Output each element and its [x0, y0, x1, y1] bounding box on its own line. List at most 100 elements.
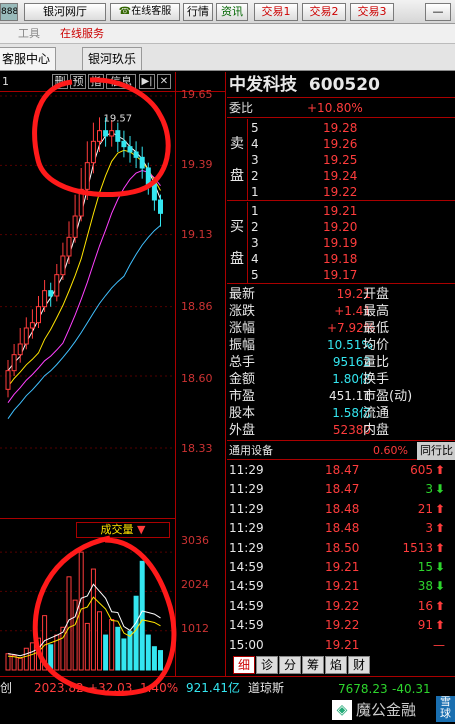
- chart-left-label: 1: [2, 75, 9, 88]
- stat-row: 市盈 451.11 市盈(动): [227, 388, 455, 405]
- news-button[interactable]: 资讯: [216, 3, 248, 21]
- service-icon: ☎: [118, 6, 132, 17]
- trade-row: 14:59 19.21 15 ⬇: [227, 558, 455, 577]
- detail-tab[interactable]: 焰: [325, 656, 347, 674]
- index-change: +32.03: [88, 681, 133, 695]
- order-level: 3: [251, 153, 259, 167]
- detail-tab[interactable]: 财: [348, 656, 370, 674]
- stat-value: 19.21: [336, 287, 371, 301]
- tab-service-center[interactable]: 客服中心: [0, 47, 56, 70]
- candle-body: [127, 146, 133, 153]
- ma-line: [7, 225, 161, 419]
- trade1-button[interactable]: 交易1: [254, 3, 298, 21]
- tab-galaxy-leisure[interactable]: 银河玖乐: [82, 47, 142, 70]
- candle-body: [66, 236, 72, 257]
- snowball-logo: 雪球: [436, 696, 455, 722]
- trade2-button[interactable]: 交易2: [302, 3, 346, 21]
- stat-row: 金额 1.80亿 换手: [227, 371, 455, 388]
- order-price: 19.22: [323, 185, 358, 199]
- order-row: 4 19.18: [227, 251, 455, 267]
- order-level: 1: [251, 204, 259, 218]
- volume-bar: [78, 551, 84, 671]
- price-tick: 19.65: [181, 88, 213, 101]
- toolbar: 888 银河网厅 ☎在线客服 行情 资讯 交易1 交易2 交易3 —: [0, 0, 455, 24]
- order-price: 19.18: [323, 252, 358, 266]
- volume-bar: [115, 626, 121, 671]
- detail-tab[interactable]: 细: [233, 656, 255, 674]
- stat-label: 市盈: [229, 389, 256, 404]
- sell-label-1: 卖: [230, 136, 244, 152]
- watermark-icon: ◈: [332, 700, 352, 720]
- trade-row: 14:59 19.21 38 ⬇: [227, 577, 455, 596]
- price-tick: 18.60: [181, 372, 213, 385]
- detail-tabs: 细诊分筹焰财: [233, 656, 453, 676]
- stat-value: +1.41: [334, 304, 371, 318]
- candle-body: [48, 290, 54, 297]
- price-tick: 18.33: [181, 442, 213, 455]
- order-price: 19.20: [323, 220, 358, 234]
- menu-tools[interactable]: 工具: [18, 27, 40, 40]
- order-level: 1: [251, 185, 259, 199]
- trade-row: 11:29 18.48 21 ⬆: [227, 500, 455, 519]
- trade-row: 11:29 18.48 3 ⬆: [227, 519, 455, 538]
- industry-label: 通用设备: [229, 444, 273, 457]
- trade-price: 18.50: [325, 540, 360, 555]
- index-name: 创: [0, 681, 13, 695]
- online-service-button[interactable]: ☎在线客服: [110, 3, 180, 21]
- peer-compare-button[interactable]: 同行比: [417, 442, 455, 460]
- candle-body: [139, 156, 145, 169]
- stat-right-label: 流通: [363, 406, 390, 421]
- trade-time: 14:59: [229, 560, 264, 574]
- stat-label: 金额: [229, 372, 256, 387]
- candle-body: [60, 255, 66, 276]
- detail-tab[interactable]: 筹: [302, 656, 324, 674]
- ma-line: [7, 149, 161, 387]
- indicator-button[interactable]: 指: [88, 74, 104, 89]
- quote-button[interactable]: 行情: [183, 3, 213, 21]
- arrow-up-icon: ⬆: [435, 618, 446, 633]
- index-amount: 921.41亿: [186, 681, 240, 695]
- stat-row: 涨跌 +1.41 最高: [227, 303, 455, 320]
- stat-right-label: 最低: [363, 321, 390, 336]
- preview-button[interactable]: 预: [70, 74, 86, 89]
- volume-selector[interactable]: 成交量 ▼: [76, 522, 170, 538]
- bank-button[interactable]: 银河网厅: [24, 3, 106, 21]
- info-button[interactable]: 信息: [106, 74, 136, 89]
- stat-row: 外盘 52380 内盘: [227, 422, 455, 439]
- order-level: 4: [251, 137, 259, 151]
- order-row: 4 19.26: [227, 136, 455, 152]
- minimize-button[interactable]: —: [425, 3, 451, 21]
- kline-chart-panel[interactable]: 1 删 预 指 信息 ▶| ✕ 19.57 19.65 19.39 19.13 …: [0, 72, 226, 676]
- order-row: 2 19.24: [227, 168, 455, 184]
- account-tag: 888: [0, 3, 18, 21]
- candle-body: [90, 140, 96, 164]
- dow-label: 道琼斯: [248, 681, 285, 695]
- industry-pct: 0.60%: [373, 444, 408, 457]
- next-icon[interactable]: ▶|: [139, 74, 155, 89]
- order-price: 19.17: [323, 268, 358, 282]
- stat-row: 股本 1.58亿 流通: [227, 405, 455, 422]
- stat-row: 最新 19.21 开盘: [227, 286, 455, 303]
- order-row: 2 19.20: [227, 219, 455, 235]
- stat-label: 振幅: [229, 338, 256, 353]
- volume-label: 成交量: [100, 523, 134, 536]
- detail-tab[interactable]: 诊: [256, 656, 278, 674]
- delete-button[interactable]: 删: [52, 74, 68, 89]
- arrow-up-icon: ⬆: [435, 540, 446, 555]
- menu-bar: 工具 在线服务: [0, 24, 455, 44]
- trade3-button[interactable]: 交易3: [350, 3, 394, 21]
- stat-row: 总手 95162 量比: [227, 354, 455, 371]
- stock-code: 600520: [308, 75, 380, 95]
- trade-header: 通用设备 0.60% 同行比: [227, 442, 455, 460]
- tab-bar: 客服中心 银河玖乐: [0, 44, 455, 71]
- menu-online[interactable]: 在线服务: [60, 27, 104, 40]
- trade-price: 18.47: [325, 463, 360, 477]
- candle-body: [29, 322, 35, 329]
- detail-tab[interactable]: 分: [279, 656, 301, 674]
- weibi-value: +10.80%: [307, 101, 363, 115]
- stat-right-label: 市盈(动): [363, 389, 413, 404]
- order-level: 2: [251, 169, 259, 183]
- stat-value: 1.58亿: [332, 406, 371, 420]
- arrow-down-icon: ⬇: [435, 579, 446, 594]
- close-chart-icon[interactable]: ✕: [157, 74, 171, 89]
